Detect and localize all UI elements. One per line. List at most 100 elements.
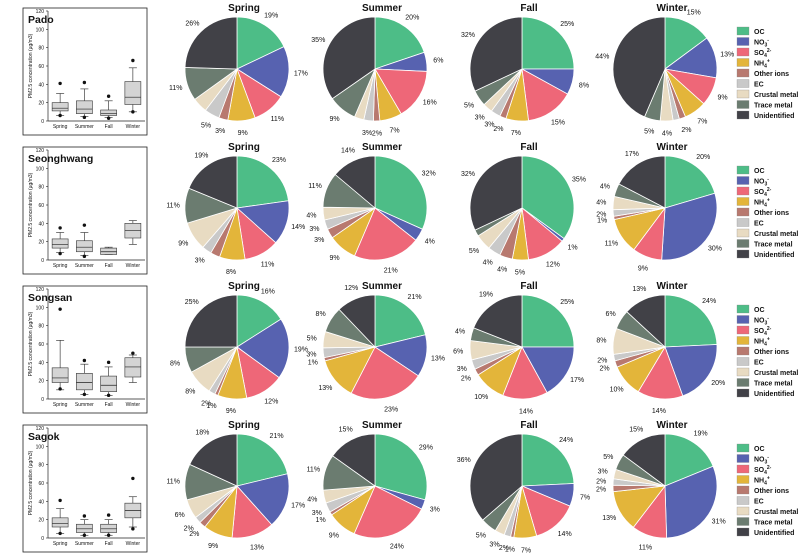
pie-slice-label: 14% bbox=[652, 408, 666, 415]
pie-slice-oc bbox=[236, 155, 289, 209]
pie-slice-label: 25% bbox=[560, 299, 574, 306]
pie-slice-label: 12% bbox=[264, 399, 278, 406]
box-fall bbox=[100, 94, 117, 120]
pie-slice-label: 17% bbox=[625, 151, 639, 158]
legend-swatch-no3 bbox=[736, 37, 750, 46]
legend-swatch-unidentified bbox=[736, 388, 750, 398]
pie-slice-label: 20% bbox=[711, 380, 725, 387]
pie-slice-label: 9% bbox=[238, 130, 248, 137]
pie-slice-label: 3% bbox=[215, 128, 225, 135]
pie-songsan-winter: Winter 24% 20% 14% 10% 2%2% 8% 6% 13% bbox=[596, 281, 725, 415]
pie-slice-label: 19% bbox=[694, 430, 708, 437]
pie-slice-label: 10% bbox=[474, 394, 488, 401]
box-iqr bbox=[124, 357, 142, 378]
pie-slice-label: 8% bbox=[316, 311, 326, 318]
pie-title: Spring bbox=[228, 3, 260, 14]
pie-slice-label: 5% bbox=[515, 269, 525, 276]
pie-slice-oc bbox=[236, 433, 289, 487]
pie-slice-label: 2% bbox=[681, 127, 691, 134]
legend: OC NO3-SO42-NH4+Other ions EC Crustal metal… bbox=[736, 165, 798, 259]
pie-slice-label: 15% bbox=[629, 426, 643, 433]
pie-seonghwang-fall: Fall 35% 1% 12% 5% 4% 4% 5% 32% bbox=[461, 142, 586, 276]
y-tick-label: 20 bbox=[38, 379, 44, 385]
pie-slice-oc bbox=[521, 433, 575, 487]
pie-slice-label: 3% bbox=[312, 510, 322, 517]
pie-title: Spring bbox=[228, 142, 260, 153]
pie-title: Fall bbox=[520, 3, 537, 14]
pie-slice-label: 5% bbox=[307, 335, 317, 342]
y-tick-label: 80 bbox=[38, 46, 44, 52]
legend-swatch-trace bbox=[736, 378, 750, 387]
legend-label-ec: EC bbox=[754, 499, 764, 506]
y-tick-label: 100 bbox=[36, 27, 45, 33]
legend-label-no3: NO3- bbox=[754, 455, 769, 466]
outlier-point bbox=[131, 351, 135, 355]
pie-title: Winter bbox=[656, 281, 687, 292]
pie-slice-so4 bbox=[353, 485, 423, 539]
pie-slice-label: 2% bbox=[493, 126, 503, 133]
pie-slice-label: 16% bbox=[423, 100, 437, 107]
pie-slice-label: 19% bbox=[479, 292, 493, 299]
legend-swatch-crustal bbox=[736, 228, 750, 238]
box-iqr bbox=[76, 373, 93, 391]
outlier-point bbox=[58, 498, 62, 503]
pie-slice-label: 9% bbox=[226, 408, 236, 415]
legend-swatch-no3 bbox=[736, 454, 750, 463]
pie-slice-label: 7% bbox=[511, 130, 521, 137]
x-tick-label: Winter bbox=[126, 402, 141, 408]
legend-label-unidentified: Unidentified bbox=[754, 391, 794, 398]
outlier-point bbox=[58, 387, 62, 391]
legend-swatch-ec bbox=[736, 218, 750, 227]
legend-label-ec: EC bbox=[754, 82, 764, 89]
legend-label-so4: SO42- bbox=[754, 48, 772, 59]
legend-label-so4: SO42- bbox=[754, 326, 772, 337]
pie-slice-no3 bbox=[236, 473, 290, 526]
legend: OC NO3-SO42-NH4+Other ions EC Crustal metal… bbox=[736, 304, 798, 398]
pie-slice-label: 25% bbox=[560, 21, 574, 28]
pie-slice-label: 35% bbox=[572, 176, 586, 183]
pie-slice-label: 7% bbox=[697, 119, 707, 126]
pie-slice-label: 2% bbox=[372, 130, 382, 137]
legend-swatch-other bbox=[736, 68, 750, 78]
y-tick-label: 80 bbox=[38, 463, 44, 469]
outlier-point bbox=[131, 476, 135, 481]
box-summer bbox=[76, 358, 93, 397]
pie-slice-label: 11% bbox=[307, 466, 321, 473]
y-tick-label: 40 bbox=[38, 360, 44, 366]
pie-slice-label: 2% bbox=[499, 545, 509, 552]
pie-slice-label: 26% bbox=[185, 21, 199, 28]
pie-slice-label: 5% bbox=[201, 123, 211, 130]
box-fall bbox=[100, 360, 117, 398]
pie-slice-label: 21% bbox=[408, 294, 422, 301]
pie-slice-so4 bbox=[374, 68, 428, 115]
pie-slice-label: 25% bbox=[185, 299, 199, 306]
box-winter bbox=[124, 476, 142, 531]
pie-slice-no3 bbox=[664, 465, 718, 539]
outlier-point bbox=[106, 116, 111, 120]
box-iqr bbox=[76, 523, 93, 533]
pie-slice-label: 1% bbox=[505, 546, 515, 553]
x-tick-label: Winter bbox=[126, 124, 141, 130]
pie-slice-no3 bbox=[236, 318, 290, 379]
outlier-point bbox=[58, 113, 62, 118]
pie-slice-label: 9% bbox=[638, 266, 648, 273]
pie-slice-label: 12% bbox=[344, 285, 358, 292]
pie-slice-label: 5% bbox=[476, 533, 486, 540]
pie-slice-label: 24% bbox=[559, 437, 573, 444]
box-iqr bbox=[51, 367, 69, 383]
legend-label-no3: NO3- bbox=[754, 177, 769, 188]
box-summer bbox=[76, 514, 93, 537]
pie-slice-oc bbox=[374, 155, 428, 230]
legend-label-ec: EC bbox=[754, 221, 764, 228]
pie-slice-label: 17% bbox=[291, 503, 305, 510]
pie-slice-label: 9% bbox=[329, 116, 339, 123]
outlier-point bbox=[82, 392, 87, 397]
pie-slice-label: 6% bbox=[453, 349, 463, 356]
outlier-point bbox=[58, 81, 62, 86]
pie-slice-label: 20% bbox=[405, 14, 419, 21]
outlier-point bbox=[82, 358, 87, 363]
pie-slice-label: 4% bbox=[307, 497, 317, 504]
pie-slice-label: 1% bbox=[207, 403, 217, 410]
pie-slice-label: 4% bbox=[425, 239, 435, 246]
